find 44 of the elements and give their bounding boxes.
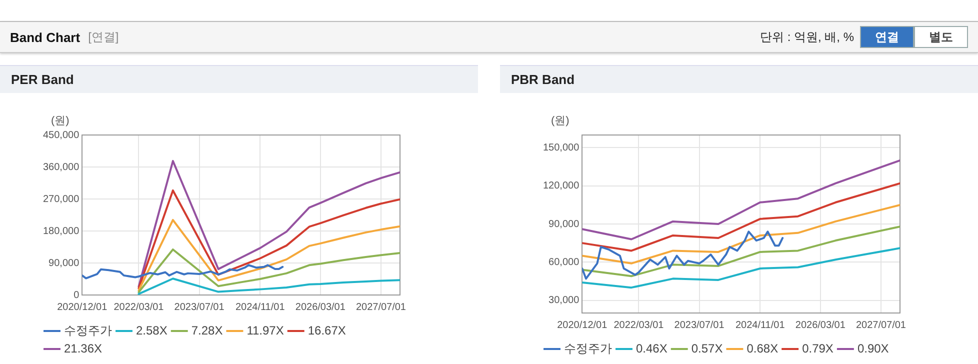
legend-label: 0.68X (746, 341, 778, 356)
legend-label: 0.46X (636, 341, 668, 356)
x-tick-label: 2023/07/01 (174, 302, 225, 313)
x-tick-label: 2027/07/01 (356, 302, 406, 313)
y-tick-label: 30,000 (548, 295, 580, 306)
y-tick-label: 360,000 (42, 162, 80, 173)
text: Band Chart (10, 30, 80, 44)
legend-label: 11.97X (246, 323, 284, 338)
x-tick-label: 2020/12/01 (57, 302, 108, 313)
y-tick-label: 90,000 (548, 218, 580, 230)
y-tick-label: 60,000 (548, 256, 580, 268)
text: [연결] (88, 28, 119, 46)
y-axis-title: (원) (50, 115, 70, 128)
y-tick-label: 0 (74, 290, 80, 301)
x-tick-label: 2024/11/01 (235, 302, 286, 313)
y-tick-label: 180,000 (42, 226, 80, 237)
x-tick-label: 2026/03/01 (295, 302, 346, 313)
text: 별도 (914, 26, 968, 48)
y-tick-label: 450,000 (42, 130, 80, 141)
x-tick-label: 2027/07/01 (856, 320, 906, 331)
x-tick-label: 2022/03/01 (114, 302, 164, 313)
legend-label: 2.58X (136, 323, 168, 338)
chart-title: PBR Band (500, 65, 978, 93)
legend-label: 0.79X (802, 341, 834, 356)
legend-label: 21.36X (64, 341, 102, 356)
legend-label: 수정주가 (64, 323, 112, 338)
legend-label: 0.57X (691, 341, 723, 356)
legend-label: 0.90X (857, 341, 889, 356)
y-tick-label: 120,000 (542, 180, 580, 192)
legend-label: 수정주가 (564, 341, 612, 356)
y-tick-label: 270,000 (42, 194, 80, 205)
x-tick-label: 2024/11/01 (735, 320, 786, 331)
text: 단위 : 억원, 배, % (760, 28, 854, 46)
y-axis-title: (원) (550, 115, 570, 128)
text: 연결 (860, 26, 914, 48)
x-tick-label: 2026/03/01 (795, 320, 846, 331)
x-tick-label: 2023/07/01 (674, 320, 725, 331)
x-tick-label: 2022/03/01 (614, 320, 664, 331)
legend-label: 7.28X (191, 323, 223, 338)
legend-label: 16.67X (308, 323, 346, 338)
chart-title: PER Band (0, 65, 478, 93)
x-tick-label: 2020/12/01 (557, 320, 608, 331)
y-tick-label: 150,000 (542, 142, 580, 154)
y-tick-label: 90,000 (48, 258, 80, 269)
